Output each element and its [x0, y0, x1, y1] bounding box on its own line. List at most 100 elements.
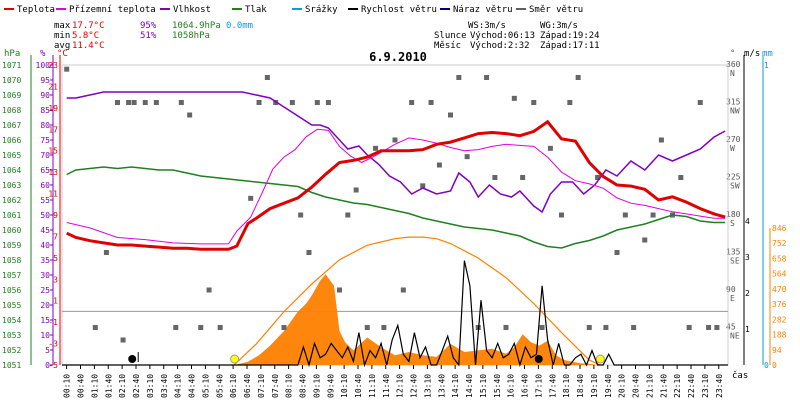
wind-direction-point	[198, 325, 204, 330]
pct-tick-label: 25	[40, 286, 50, 295]
x-tick-label: 10:40	[354, 374, 363, 398]
wind-direction-point	[92, 325, 98, 330]
solar-max-line	[233, 236, 601, 366]
stat-max-press: 1064.9hPa	[172, 21, 221, 31]
wind-direction-point	[686, 325, 692, 330]
legend-label: Rychlost větru	[361, 5, 437, 15]
hpa-tick-label: 1062	[2, 196, 21, 205]
x-tick-label: 08:40	[299, 374, 308, 398]
wind-direction-point	[614, 250, 620, 255]
temp-tick-label: 5	[53, 254, 58, 263]
wind-direction-point	[642, 237, 648, 243]
x-tick-label: 05:10	[201, 374, 210, 398]
sun-label: Slunce	[434, 31, 467, 41]
temp-tick-label: -5	[48, 361, 58, 370]
x-tick-label: 16:40	[521, 374, 530, 398]
ws-text: WS:3m/s	[468, 21, 506, 31]
pct-tick-label: 60	[40, 181, 50, 190]
legend-label: Vlhkost	[173, 5, 211, 15]
x-tick-label: 18:10	[562, 374, 571, 398]
wind-direction-point	[64, 66, 70, 72]
pct-tick-label: 95	[40, 76, 50, 85]
x-tick-label: 09:10	[312, 374, 321, 398]
x-tick-label: 02:10	[118, 374, 127, 398]
deg-tick-label: 315	[726, 98, 741, 107]
deg-tick-label: 45	[726, 323, 736, 332]
ms-tick-label: 4	[745, 217, 750, 226]
plot-area	[62, 66, 728, 368]
wind-direction-point	[539, 325, 545, 330]
wind-direction-point	[248, 195, 254, 201]
deg-tick-label: 270	[726, 135, 741, 144]
pct-tick-label: 15	[40, 316, 50, 325]
pct-axis-unit: %	[40, 49, 46, 59]
hpa-tick-label: 1056	[2, 286, 21, 295]
x-tick-label: 20:10	[618, 374, 627, 398]
ground-temperature-line	[66, 128, 726, 245]
wind-direction-point	[603, 325, 609, 330]
wind-direction-point	[503, 325, 509, 330]
x-tick-label: 11:40	[382, 374, 391, 398]
wind-direction-point	[256, 100, 262, 105]
solar-tick-label: 846	[772, 224, 787, 233]
stat-max-rain: 0.0mm	[226, 21, 253, 31]
mm-tick-label: 1	[764, 61, 769, 70]
x-tick-label: 04:10	[174, 374, 183, 398]
x-tick-label: 07:10	[257, 374, 266, 398]
stats-block: max 17.7°C 95% 1064.9hPa 0.0mm min 5.8°C…	[54, 21, 600, 51]
ms-tick-label: 2	[745, 289, 750, 298]
temp-tick-label: 7	[53, 232, 58, 241]
wind-direction-point	[650, 212, 656, 218]
solar-tick-label: 282	[772, 315, 787, 324]
x-tick-label: 06:10	[229, 374, 238, 398]
deg-tick-label: 225	[726, 173, 741, 182]
wg-text: WG:3m/s	[540, 21, 578, 31]
temp-tick-label: 9	[53, 211, 58, 220]
legend-label: Směr větru	[529, 5, 583, 15]
wind-direction-point	[298, 212, 304, 218]
stat-max-label: max	[54, 21, 71, 31]
moon-label: Měsíc	[434, 41, 461, 51]
x-tick-label: 15:40	[493, 374, 502, 398]
wind-direction-point	[586, 325, 592, 330]
wind-direction-point	[178, 100, 184, 105]
x-tick-label: 03:10	[146, 374, 155, 398]
deg-tick-label: 180	[726, 210, 741, 219]
x-tick-label: 23:10	[701, 374, 710, 398]
pct-tick-label: 85	[40, 106, 50, 115]
moonset-marker	[534, 355, 543, 363]
wind-direction-point	[345, 212, 351, 218]
pct-tick-label: 75	[40, 136, 50, 145]
chart-title: 6.9.2010	[369, 50, 427, 64]
hpa-tick-label: 1052	[2, 346, 21, 355]
moonrise-text: Východ:2:32	[470, 41, 530, 51]
stat-max-temp: 17.7°C	[72, 21, 105, 31]
wind-direction-point	[306, 250, 312, 255]
dir-tick-label: NW	[730, 107, 740, 116]
hpa-tick-label: 1070	[2, 76, 21, 85]
moonrise-marker	[128, 355, 137, 363]
x-tick-label: 15:10	[479, 374, 488, 398]
deg-tick-label: 135	[726, 248, 741, 257]
wind-direction-point	[400, 287, 406, 293]
legend-label: Teplota	[17, 5, 55, 15]
solar-radiation-area	[234, 274, 606, 365]
wind-direction-point	[658, 137, 664, 143]
ms-axis-unit: m/s	[744, 49, 760, 59]
dir-tick-label: E	[730, 294, 735, 303]
x-tick-label: 22:40	[687, 374, 696, 398]
hpa-tick-label: 1065	[2, 151, 21, 160]
wind-direction-point	[353, 187, 359, 193]
pct-tick-label: 10	[40, 331, 50, 340]
dir-tick-label: NE	[730, 332, 740, 341]
sunset-marker	[595, 354, 605, 364]
mm-tick-label: 0	[764, 361, 769, 370]
x-tick-label: 11:10	[368, 374, 377, 398]
hpa-tick-label: 1067	[2, 121, 21, 130]
temp-tick-label: 3	[53, 275, 58, 284]
x-tick-label: 04:40	[188, 374, 197, 398]
wind-direction-point	[520, 175, 526, 180]
wind-direction-point	[714, 325, 720, 330]
hpa-tick-label: 1055	[2, 301, 21, 310]
